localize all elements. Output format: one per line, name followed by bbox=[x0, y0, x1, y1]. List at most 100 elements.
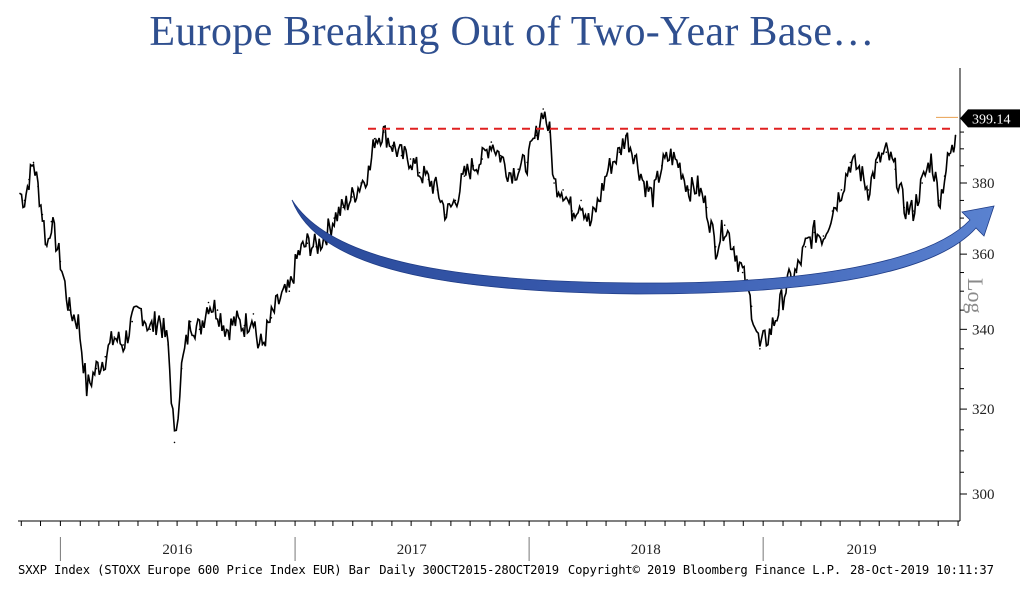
series-point bbox=[795, 271, 798, 274]
series-line-sxxp bbox=[19, 111, 957, 432]
series-point bbox=[436, 189, 439, 191]
series-point bbox=[652, 196, 654, 198]
series-point bbox=[351, 196, 353, 198]
series-point bbox=[741, 271, 744, 274]
series-point bbox=[37, 185, 39, 188]
series-point bbox=[548, 131, 551, 133]
series-point bbox=[400, 154, 403, 157]
y-tick-label: 380 bbox=[972, 176, 995, 192]
series-point bbox=[77, 320, 80, 323]
series-point bbox=[562, 189, 564, 191]
series-point bbox=[777, 309, 780, 311]
series-point bbox=[173, 441, 176, 444]
series-point bbox=[216, 309, 219, 311]
series-point bbox=[481, 158, 484, 160]
footer-range: Daily 30OCT2015-28OCT2019 bbox=[379, 563, 559, 577]
series-point bbox=[19, 192, 21, 195]
series-point bbox=[670, 154, 672, 157]
series-point bbox=[23, 199, 26, 202]
series-point bbox=[189, 320, 192, 323]
series-point bbox=[409, 158, 412, 160]
series-point bbox=[804, 246, 807, 248]
series-point bbox=[858, 168, 861, 170]
series-point bbox=[679, 165, 681, 167]
series-point bbox=[68, 309, 71, 311]
series-point bbox=[46, 246, 48, 248]
series-point bbox=[894, 168, 896, 170]
footer-index-desc: SXXP Index (STOXX Europe 600 Price Index… bbox=[18, 563, 371, 577]
series-point bbox=[634, 154, 636, 157]
series-point bbox=[580, 199, 582, 202]
series-point bbox=[750, 305, 753, 308]
series-point bbox=[140, 309, 142, 311]
series-point bbox=[167, 344, 169, 346]
series-point bbox=[252, 313, 255, 315]
series-point bbox=[261, 344, 264, 346]
series-point bbox=[122, 344, 124, 346]
series-point bbox=[822, 235, 825, 237]
series-point bbox=[315, 246, 318, 248]
series-point bbox=[912, 210, 914, 212]
series-point bbox=[382, 131, 385, 133]
last-value-tag bbox=[960, 109, 1020, 128]
series-point bbox=[243, 324, 246, 327]
series-point bbox=[903, 206, 905, 209]
series-point bbox=[225, 328, 228, 331]
series-point bbox=[849, 161, 852, 164]
series-point bbox=[813, 231, 816, 234]
y-tick-label: 360 bbox=[972, 247, 995, 263]
series-point bbox=[490, 141, 493, 143]
series-point bbox=[342, 206, 345, 209]
series-point bbox=[288, 290, 291, 293]
series-point bbox=[499, 154, 502, 157]
series-point bbox=[41, 213, 44, 216]
series-point bbox=[952, 148, 955, 150]
series-point bbox=[95, 367, 98, 370]
series-point bbox=[445, 213, 448, 216]
series-point bbox=[885, 151, 888, 153]
base-arc-arrow bbox=[291, 199, 995, 295]
series-point bbox=[85, 387, 88, 390]
series-point bbox=[696, 185, 699, 188]
series-point bbox=[463, 175, 466, 177]
y-tick-label: 340 bbox=[972, 322, 995, 338]
series-point bbox=[625, 134, 627, 137]
chart-footer: SXXP Index (STOXX Europe 600 Price Index… bbox=[18, 563, 1018, 577]
series-point bbox=[369, 168, 371, 170]
series-point bbox=[607, 168, 609, 170]
series-point bbox=[705, 206, 708, 209]
series-point bbox=[526, 161, 528, 164]
series-point bbox=[508, 171, 511, 174]
series-point bbox=[732, 246, 735, 248]
series-point bbox=[598, 199, 600, 202]
series-point bbox=[542, 108, 544, 110]
series-point bbox=[921, 182, 923, 184]
series-point bbox=[113, 336, 116, 338]
series-point bbox=[104, 355, 107, 358]
series-point bbox=[234, 320, 237, 323]
series-point bbox=[723, 224, 726, 226]
series-point bbox=[876, 161, 879, 164]
series-point bbox=[28, 178, 30, 181]
series-point bbox=[661, 165, 663, 167]
series-point bbox=[360, 182, 362, 184]
series-point bbox=[759, 348, 761, 350]
y-axis-label: Log bbox=[963, 278, 988, 313]
y-tick-label: 300 bbox=[972, 487, 995, 503]
series-point bbox=[50, 220, 53, 223]
series-point bbox=[589, 224, 591, 226]
series-point bbox=[270, 317, 273, 319]
footer-timestamp: 28-Oct-2019 10:11:37 bbox=[850, 563, 994, 577]
footer-copyright: Copyright© 2019 Bloomberg Finance L.P. bbox=[567, 563, 841, 577]
series-point bbox=[158, 317, 160, 319]
series-point bbox=[840, 189, 843, 191]
series-point bbox=[618, 151, 621, 153]
series-point bbox=[373, 137, 376, 140]
series-point bbox=[943, 175, 946, 177]
series-point bbox=[297, 253, 300, 255]
series-point bbox=[948, 154, 950, 157]
series-point bbox=[180, 367, 183, 370]
series-point bbox=[59, 260, 62, 263]
series-point bbox=[571, 210, 573, 212]
